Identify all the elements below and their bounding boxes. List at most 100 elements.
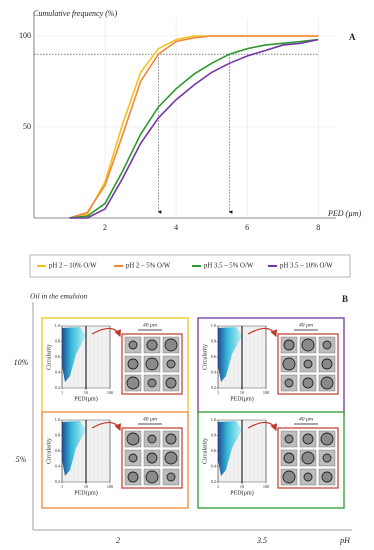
droplet [128, 340, 138, 350]
x-tick-label: 8 [316, 223, 320, 232]
droplet [302, 433, 314, 445]
droplet [282, 470, 296, 484]
scale-label: 40 µm [143, 415, 157, 422]
inset-x-label: PED(µm) [74, 489, 97, 496]
droplet [302, 377, 314, 389]
inset-y-tick-label: 1.0 [211, 323, 216, 328]
droplet [146, 452, 158, 464]
droplet [301, 338, 315, 352]
inset-x-tick-label: 100 [263, 390, 269, 395]
inset-y-tick-label: 1.0 [55, 417, 60, 422]
scatter-cloud [218, 327, 242, 382]
pointer-arrow [247, 421, 277, 432]
droplet [320, 432, 334, 446]
column-label: 3.5 [256, 536, 267, 545]
inset-y-tick-label: 0.6 [211, 354, 216, 359]
x-tick-label: 6 [245, 223, 249, 232]
scatter-cloud [62, 327, 86, 382]
inset-y-tick-label: 0.4 [211, 369, 217, 374]
inset-x-tick-label: 10 [240, 390, 244, 395]
x-axis-label: PED (µm) [327, 209, 362, 218]
droplet [303, 472, 313, 482]
b-y-label: Oil in the emulsion [30, 292, 88, 301]
column-label: 2 [116, 536, 120, 545]
droplet [321, 471, 333, 483]
scale-label: 40 µm [143, 321, 157, 328]
droplet [145, 470, 159, 484]
inset-y-tick-label: 0.6 [55, 354, 60, 359]
x-tick-label: 2 [103, 223, 107, 232]
pointer-arrow [91, 327, 121, 338]
droplet [146, 339, 158, 351]
legend-box [29, 254, 351, 278]
inset-y-tick-label: 1.0 [211, 417, 216, 422]
inset-y-tick-label: 0.8 [55, 432, 60, 437]
inset-y-tick-label: 0.6 [55, 448, 60, 453]
droplet [145, 357, 159, 371]
droplet [321, 358, 333, 370]
inset-y-tick-label: 0.2 [55, 385, 60, 390]
chart-title: Cumulative frequency (%) [33, 9, 117, 18]
droplet [320, 376, 334, 390]
inset-x-tick-label: 100 [107, 390, 113, 395]
inset-y-tick-label: 1.0 [55, 323, 60, 328]
inset-y-tick-label: 0.8 [211, 432, 216, 437]
droplet [126, 376, 140, 390]
inset-x-tick-label: 10 [84, 390, 88, 395]
y-tick-label: 100 [19, 31, 31, 40]
legend-label: pH 2 – 5% O/W [126, 263, 171, 270]
scatter-cloud [218, 421, 242, 476]
inset-y-tick-label: 0.2 [55, 479, 60, 484]
droplet [128, 453, 138, 463]
droplet [127, 358, 139, 370]
legend-label: pH 3.5 – 10% O/W [280, 263, 333, 270]
legend-label: pH 3.5 – 5% O/W [204, 263, 254, 270]
inset-y-label: Circularity [46, 438, 52, 464]
x-tick-label: 4 [174, 223, 178, 232]
pointer-arrow [247, 327, 277, 338]
droplet [164, 451, 178, 465]
inset-x-tick-label: 1 [217, 390, 219, 395]
droplet [284, 378, 294, 388]
droplet [127, 471, 139, 483]
inset-x-tick-label: 100 [107, 484, 113, 489]
inset-y-label: Circularity [202, 344, 208, 370]
droplet [283, 339, 295, 351]
scale-label: 40 µm [299, 415, 313, 422]
inset-y-label: Circularity [46, 344, 52, 370]
inset-x-label: PED(µm) [230, 395, 253, 402]
droplet [164, 338, 178, 352]
droplet [165, 433, 177, 445]
droplet [147, 378, 157, 388]
inset-x-tick-label: 1 [61, 390, 63, 395]
droplet [301, 451, 315, 465]
panel-label: A [349, 32, 356, 42]
y-tick-label: 50 [23, 122, 31, 131]
inset-y-tick-label: 0.8 [211, 338, 216, 343]
droplet [166, 359, 176, 369]
inset-y-tick-label: 0.2 [211, 479, 216, 484]
pointer-arrow [91, 421, 121, 432]
droplet [284, 434, 294, 444]
inset-x-tick-label: 100 [263, 484, 269, 489]
series-line [69, 38, 319, 219]
droplet [165, 377, 177, 389]
droplet [303, 359, 313, 369]
inset-x-tick-label: 10 [240, 484, 244, 489]
droplet [282, 357, 296, 371]
droplet [147, 434, 157, 444]
inset-y-tick-label: 0.6 [211, 448, 216, 453]
b-x-label: pH [339, 536, 351, 545]
inset-y-tick-label: 0.2 [211, 385, 216, 390]
row-label: 10% [14, 358, 29, 367]
scale-label: 40 µm [299, 321, 313, 328]
scatter-cloud [62, 421, 86, 476]
inset-y-tick-label: 0.4 [55, 463, 61, 468]
series-line [69, 38, 319, 219]
droplet [322, 340, 332, 350]
droplet [283, 452, 295, 464]
inset-x-tick-label: 1 [61, 484, 63, 489]
inset-x-tick-label: 1 [217, 484, 219, 489]
row-label: 5% [16, 455, 27, 464]
